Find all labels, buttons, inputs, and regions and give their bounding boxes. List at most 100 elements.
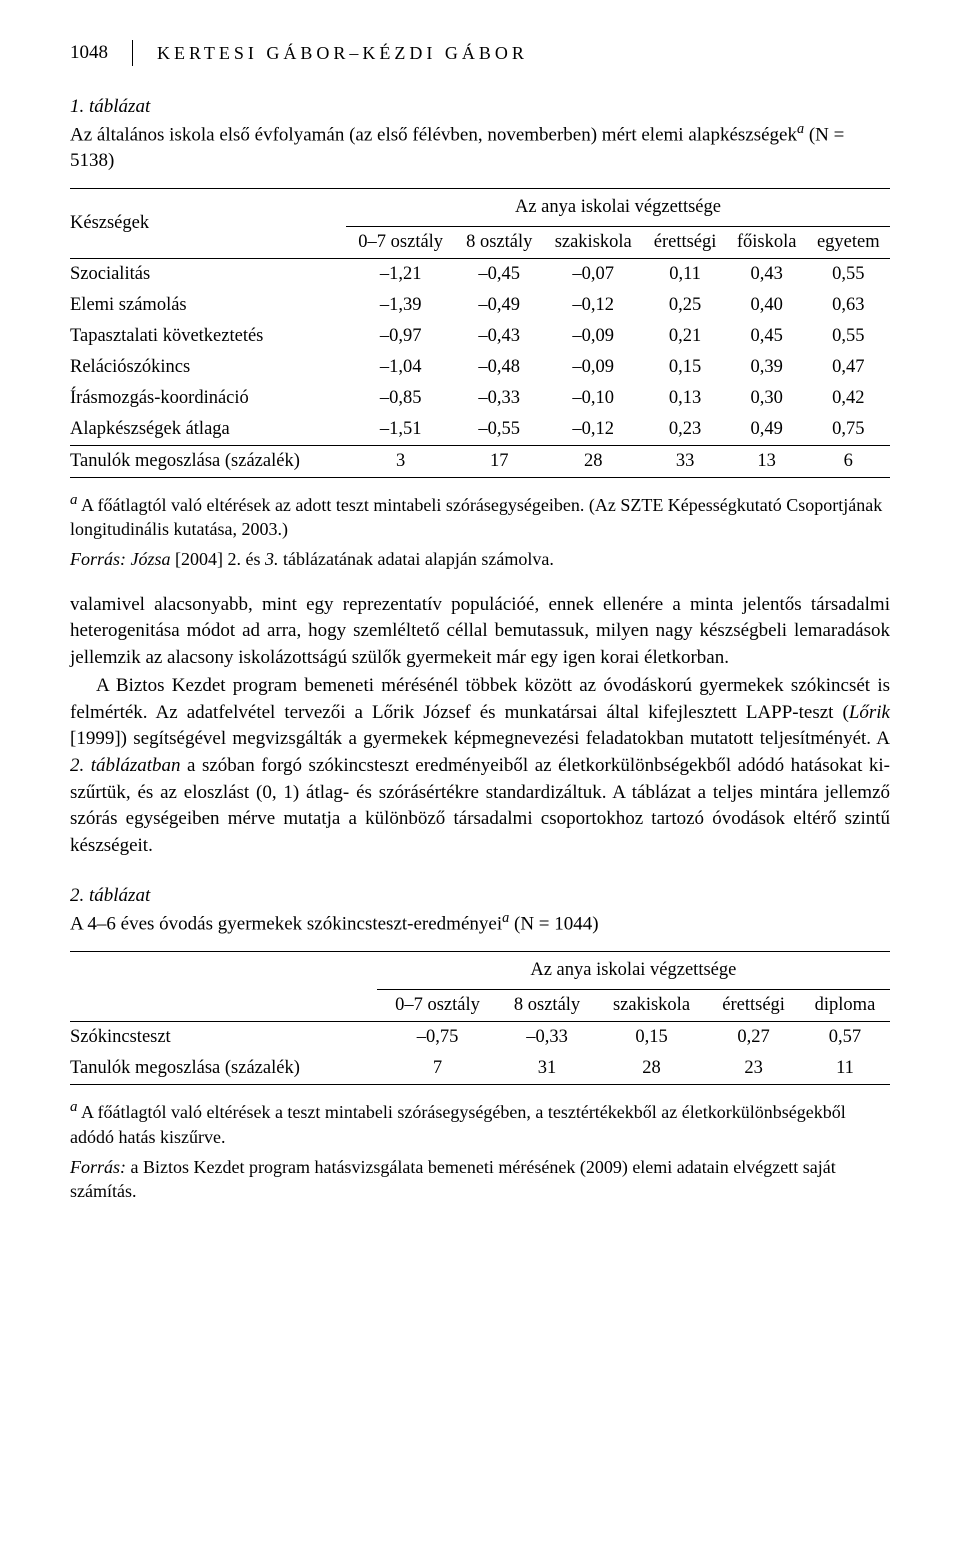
- table-row: Alapkészségek átlaga –1,51 –0,55 –0,12 0…: [70, 414, 890, 446]
- table1-col-1: 8 osztály: [455, 226, 543, 258]
- table1-f-v4: 13: [727, 445, 807, 477]
- table2-r0-v4: 0,57: [800, 1022, 890, 1054]
- paragraph-2: A Biztos Kezdet program bemeneti mérésén…: [70, 673, 890, 859]
- table1-footnote-text: A főátlagtól való eltérések az adott tes…: [70, 495, 882, 539]
- table1-r1-v5: 0,63: [807, 290, 890, 321]
- table1-r4-v1: –0,33: [455, 383, 543, 414]
- table1-r1-v1: –0,49: [455, 290, 543, 321]
- table1-r4-v4: 0,30: [727, 383, 807, 414]
- table1-r2-v0: –0,97: [346, 321, 455, 352]
- table1-r1-v3: 0,25: [643, 290, 726, 321]
- table-row-footer: Tanulók megoszlása (százalék) 3 17 28 33…: [70, 445, 890, 477]
- table2-r0-label: Szókincsteszt: [70, 1022, 377, 1054]
- table1-r3-v2: –0,09: [543, 352, 643, 383]
- table1-r5-v4: 0,49: [727, 414, 807, 446]
- table1-source-year: [2004] 2.: [175, 549, 241, 569]
- table1-footer-label: Tanulók megoszlása (százalék): [70, 445, 346, 477]
- table2-source-prefix: Forrás:: [70, 1157, 126, 1177]
- table1-r2-v2: –0,09: [543, 321, 643, 352]
- table2-r1-v0: 7: [377, 1053, 499, 1085]
- table1-r1-v2: –0,12: [543, 290, 643, 321]
- table1-r4-v5: 0,42: [807, 383, 890, 414]
- table2-footnote: a A főátlagtól való eltérések a teszt mi…: [70, 1097, 890, 1149]
- paragraph-1: valamivel alacsonyabb, mint egy reprezen…: [70, 592, 890, 672]
- table1-r3-v3: 0,15: [643, 352, 726, 383]
- table1-col-4: főiskola: [727, 226, 807, 258]
- table1-r2-v5: 0,55: [807, 321, 890, 352]
- table1-col-5: egyetem: [807, 226, 890, 258]
- table1-r0-v2: –0,07: [543, 258, 643, 290]
- table1-r1-v0: –1,39: [346, 290, 455, 321]
- table1-footnote: a A főátlagtól való eltérések az adott t…: [70, 490, 890, 542]
- table1-r4-v3: 0,13: [643, 383, 726, 414]
- table1-caption-prefix: Az általános iskola első évfolyamán (az …: [70, 124, 797, 145]
- table2-r1-v3: 23: [707, 1053, 800, 1085]
- table1-r5-v5: 0,75: [807, 414, 890, 446]
- table1-f-v2: 28: [543, 445, 643, 477]
- table1-col-0: 0–7 osztály: [346, 226, 455, 258]
- table1-r4-label: Írásmozgás-koordináció: [70, 383, 346, 414]
- table1-source-suffix: táblázatának adatai alapján számolva.: [279, 549, 554, 569]
- table1-r0-label: Szocialitás: [70, 258, 346, 290]
- table2-col-4: diploma: [800, 990, 890, 1022]
- table2-r0-v0: –0,75: [377, 1022, 499, 1054]
- table-row: Elemi számolás –1,39 –0,49 –0,12 0,25 0,…: [70, 290, 890, 321]
- table1-spanning-header: Az anya iskolai végzettsége: [346, 188, 890, 226]
- table-row: Relációszókincs –1,04 –0,48 –0,09 0,15 0…: [70, 352, 890, 383]
- table2-r0-v3: 0,27: [707, 1022, 800, 1054]
- table1-source-mid: és: [241, 549, 265, 569]
- table1-r2-v4: 0,45: [727, 321, 807, 352]
- footnote-marker-2: a: [70, 1099, 78, 1115]
- table1-r0-v4: 0,43: [727, 258, 807, 290]
- table1-f-v5: 6: [807, 445, 890, 477]
- table1-r2-v1: –0,43: [455, 321, 543, 352]
- page-header: 1048 KERTESI GÁBOR–KÉZDI GÁBOR: [70, 40, 890, 66]
- table1-r0-v5: 0,55: [807, 258, 890, 290]
- table1-source: Forrás: Józsa [2004] 2. és 3. táblázatán…: [70, 547, 890, 571]
- table1-col-3: érettségi: [643, 226, 726, 258]
- table1-source-prefix: Forrás: Józsa: [70, 549, 171, 569]
- table2-col-3: érettségi: [707, 990, 800, 1022]
- footnote-marker: a: [70, 492, 78, 508]
- table2-caption-suffix: (N = 1044): [509, 914, 598, 935]
- p2-em2: 2. táblázatban: [70, 755, 181, 776]
- table1-f-v3: 33: [643, 445, 726, 477]
- table2-col-2: szakiskola: [596, 990, 708, 1022]
- table1-left-header: Készségek: [70, 188, 346, 258]
- page-number: 1048: [70, 42, 108, 64]
- table1-r2-v3: 0,21: [643, 321, 726, 352]
- table1-r3-v0: –1,04: [346, 352, 455, 383]
- author-names: KERTESI GÁBOR–KÉZDI GÁBOR: [157, 43, 528, 64]
- p2-em1: Lőrik: [849, 702, 890, 723]
- table2-r1-v2: 28: [596, 1053, 708, 1085]
- table2-caption: A 4–6 éves óvodás gyermekek szókincstesz…: [70, 909, 890, 937]
- table2-left-blank: [70, 952, 377, 1022]
- table1-r1-v4: 0,40: [727, 290, 807, 321]
- table1-r2-label: Tapasztalati következtetés: [70, 321, 346, 352]
- table2-r1-label: Tanulók megoszlása (százalék): [70, 1053, 377, 1085]
- table1-r5-v3: 0,23: [643, 414, 726, 446]
- table1-caption: Az általános iskola első évfolyamán (az …: [70, 120, 890, 174]
- table2-r1-v4: 11: [800, 1053, 890, 1085]
- p2-part-c: a szóban forgó szókincsteszt eredményeib…: [70, 755, 890, 856]
- p2-part-a: A Biztos Kezdet program bemeneti mérésén…: [70, 675, 890, 723]
- table1-r0-v0: –1,21: [346, 258, 455, 290]
- table1-col-2: szakiskola: [543, 226, 643, 258]
- table1: Készségek Az anya iskolai végzettsége 0–…: [70, 188, 890, 478]
- table1-r3-v5: 0,47: [807, 352, 890, 383]
- table-row: Szocialitás –1,21 –0,45 –0,07 0,11 0,43 …: [70, 258, 890, 290]
- table2-source: Forrás: a Biztos Kezdet program hatásviz…: [70, 1155, 890, 1204]
- table2-footnote-text: A főátlagtól való eltérések a teszt mint…: [70, 1102, 846, 1146]
- table-row: Szókincsteszt –0,75 –0,33 0,15 0,27 0,57: [70, 1022, 890, 1054]
- table1-r5-v1: –0,55: [455, 414, 543, 446]
- table1-r1-label: Elemi számolás: [70, 290, 346, 321]
- table1-r3-label: Relációszókincs: [70, 352, 346, 383]
- table2-label: 2. táblázat: [70, 885, 890, 907]
- table2-r0-v2: 0,15: [596, 1022, 708, 1054]
- table2-r1-v1: 31: [498, 1053, 595, 1085]
- table2-caption-prefix: A 4–6 éves óvodás gyermekek szókincstesz…: [70, 914, 502, 935]
- table1-r4-v0: –0,85: [346, 383, 455, 414]
- table2-r0-v1: –0,33: [498, 1022, 595, 1054]
- table2-col-1: 8 osztály: [498, 990, 595, 1022]
- table1-r0-v3: 0,11: [643, 258, 726, 290]
